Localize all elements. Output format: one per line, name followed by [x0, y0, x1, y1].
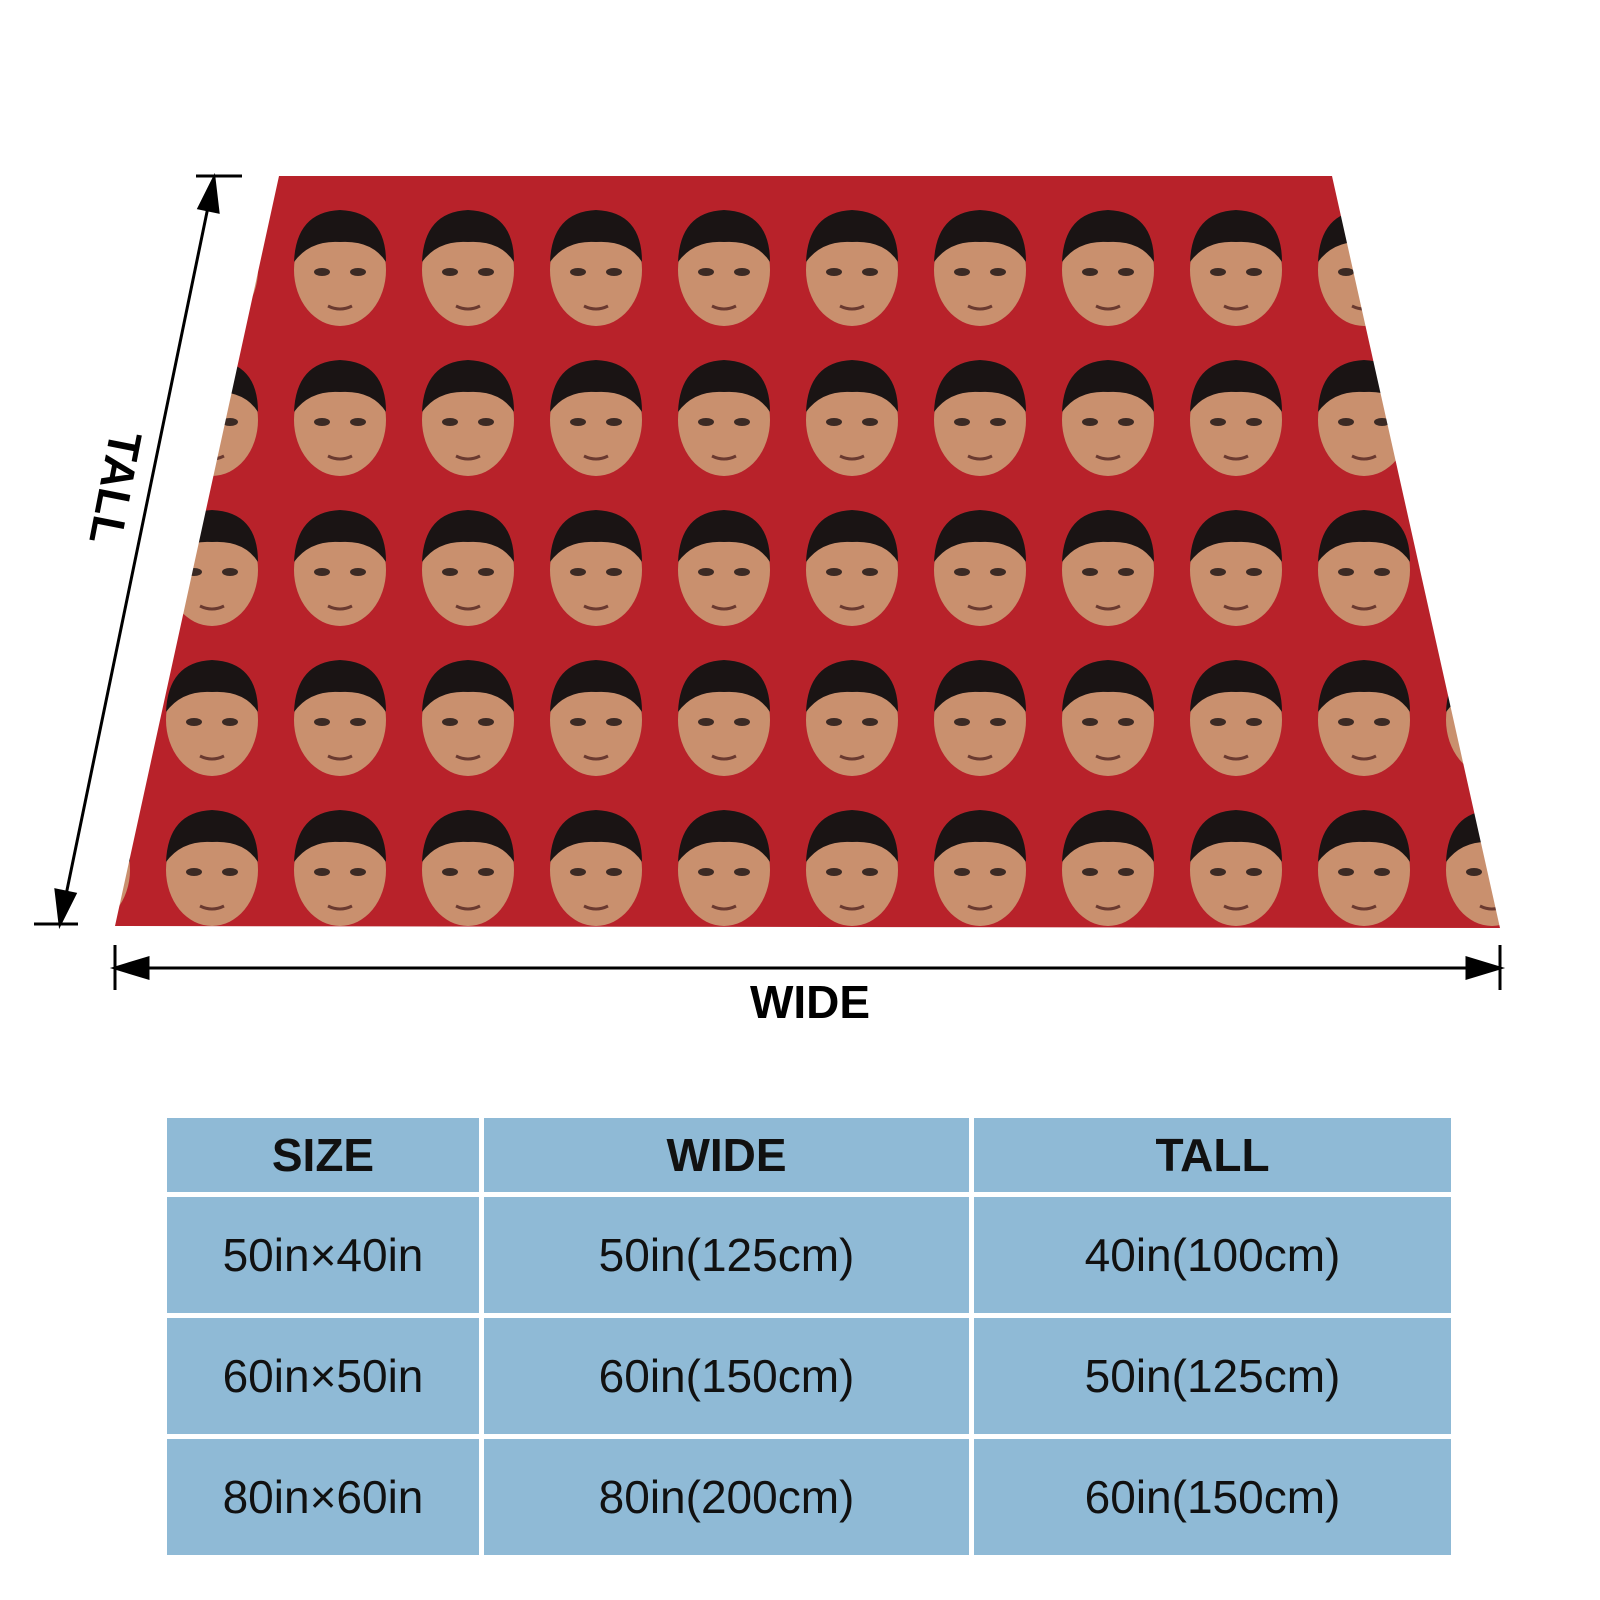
table-row: 60in×50in 60in(150cm) 50in(125cm)	[167, 1318, 1451, 1434]
size-table: SIZE WIDE TALL 50in×40in 50in(125cm) 40in(…	[162, 1113, 1456, 1560]
table-cell: 80in(200cm)	[484, 1439, 969, 1555]
dimension-arrows	[34, 172, 1506, 990]
arrow-head	[1465, 955, 1506, 981]
table-cell: 60in(150cm)	[974, 1439, 1451, 1555]
header-cell: TALL	[974, 1118, 1451, 1192]
blanket-diagram: WIDE TALL	[34, 172, 1506, 1028]
table-cell: 50in(125cm)	[484, 1197, 969, 1313]
table-cell: 50in(125cm)	[974, 1318, 1451, 1434]
table-header: SIZE WIDE TALL	[167, 1118, 1451, 1192]
table-body: 50in×40in 50in(125cm) 40in(100cm) 60in×50in…	[167, 1197, 1451, 1555]
arrow-head	[196, 172, 220, 214]
table-cell: 60in×50in	[167, 1318, 479, 1434]
blanket	[115, 176, 1500, 928]
table-row: 50in×40in 50in(125cm) 40in(100cm)	[167, 1197, 1451, 1313]
wide-label: WIDE	[750, 976, 870, 1028]
table-cell: 80in×60in	[167, 1439, 479, 1555]
table-cell: 60in(150cm)	[484, 1318, 969, 1434]
table-row: 80in×60in 80in(200cm) 60in(150cm)	[167, 1439, 1451, 1555]
tall-arrow-line	[58, 177, 216, 925]
arrow-head	[54, 888, 78, 930]
table-cell: 50in×40in	[167, 1197, 479, 1313]
table-cell: 40in(100cm)	[974, 1197, 1451, 1313]
header-cell: SIZE	[167, 1118, 479, 1192]
header-cell: WIDE	[484, 1118, 969, 1192]
arrow-head	[109, 955, 150, 981]
